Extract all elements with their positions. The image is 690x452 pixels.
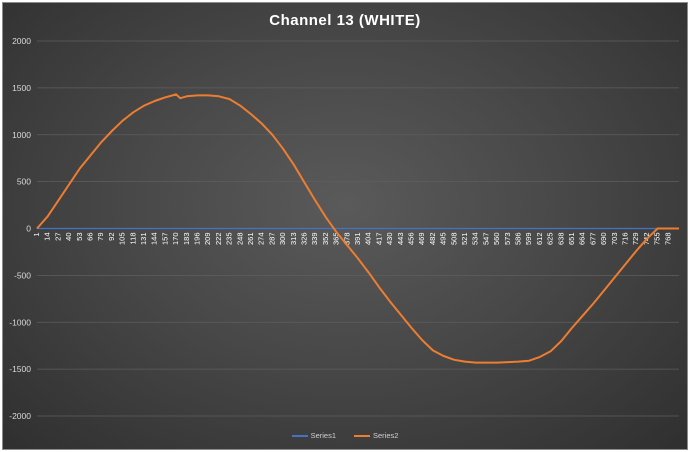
x-tick-label: 131	[139, 233, 148, 246]
y-tick-label: -1500	[9, 364, 31, 374]
x-tick-label: 378	[342, 233, 351, 246]
x-tick-label: 235	[225, 233, 234, 246]
x-tick-label: 40	[64, 233, 73, 241]
x-tick-label: 53	[75, 233, 84, 241]
x-tick-label: 196	[192, 233, 201, 246]
x-tick-label: 651	[567, 233, 576, 246]
x-tick-label: 703	[610, 233, 619, 246]
x-tick-label: 664	[578, 233, 587, 246]
x-tick-label: 768	[663, 233, 672, 246]
y-tick-label: 1500	[12, 83, 31, 93]
x-tick-label: 14	[43, 233, 52, 241]
x-tick-label: 482	[428, 233, 437, 246]
x-tick-label: 66	[85, 233, 94, 241]
x-tick-label: 612	[535, 233, 544, 246]
x-tick-label: 729	[631, 233, 640, 246]
x-tick-label: 274	[257, 233, 266, 246]
x-tick-label: 352	[321, 233, 330, 246]
legend-label-series2: Series2	[373, 431, 399, 440]
x-tick-label: 573	[503, 233, 512, 246]
y-tick-label: -500	[14, 270, 31, 280]
x-tick-label: 1	[32, 233, 41, 237]
x-tick-label: 391	[353, 233, 362, 246]
x-tick-label: 599	[524, 233, 533, 246]
legend-label-series1: Series1	[310, 431, 336, 440]
x-tick-label: 469	[417, 233, 426, 246]
legend-swatch-series1	[291, 434, 308, 437]
y-tick-label: -1000	[9, 317, 31, 327]
x-tick-label: 521	[460, 233, 469, 246]
x-tick-label: 755	[653, 233, 662, 246]
x-tick-label: 443	[396, 233, 405, 246]
x-tick-label: 508	[449, 233, 458, 246]
x-tick-label: 300	[278, 233, 287, 246]
series-line-series2	[36, 93, 679, 364]
x-tick-label: 625	[546, 233, 555, 246]
x-tick-label: 638	[556, 233, 565, 246]
y-tick-label: 500	[17, 177, 31, 187]
x-tick-label: 326	[299, 233, 308, 246]
y-tick-label: 0	[26, 224, 31, 234]
x-tick-label: 430	[385, 233, 394, 246]
legend-entry-series2: Series2	[354, 431, 398, 440]
x-tick-label: 79	[96, 233, 105, 241]
chart-legend: Series1 Series2	[3, 431, 687, 440]
x-tick-label: 690	[599, 233, 608, 246]
x-tick-label: 404	[364, 233, 373, 246]
x-tick-label: 313	[289, 233, 298, 246]
x-tick-label: 677	[588, 233, 597, 246]
x-tick-label: 170	[171, 233, 180, 246]
legend-entry-series1: Series1	[291, 431, 336, 440]
x-tick-label: 365	[332, 233, 341, 246]
x-tick-label: 716	[620, 233, 629, 246]
legend-swatch-series2	[354, 434, 370, 437]
x-tick-label: 287	[267, 233, 276, 246]
x-tick-label: 456	[406, 233, 415, 246]
x-tick-label: 586	[513, 233, 522, 246]
x-tick-label: 222	[214, 233, 223, 246]
x-tick-label: 495	[439, 233, 448, 246]
x-tick-label: 157	[160, 233, 169, 246]
x-tick-label: 209	[203, 233, 212, 246]
x-tick-label: 92	[107, 233, 116, 241]
chart-title: Channel 13 (WHITE)	[269, 12, 421, 29]
x-tick-label: 248	[235, 233, 244, 246]
x-tick-label: 144	[150, 233, 159, 246]
x-tick-label: 534	[471, 233, 480, 246]
x-tick-label: 547	[481, 233, 490, 246]
x-tick-label: 417	[374, 233, 383, 246]
x-tick-label: 261	[246, 233, 255, 246]
x-tick-label: 339	[310, 233, 319, 246]
x-tick-label: 105	[118, 233, 127, 246]
x-tick-label: 560	[492, 233, 501, 246]
y-tick-label: -2000	[9, 411, 31, 421]
y-tick-label: 1000	[12, 130, 31, 140]
x-tick-label: 27	[53, 233, 62, 241]
x-tick-label: 118	[128, 233, 137, 245]
y-tick-label: 2000	[12, 36, 31, 46]
x-tick-label: 183	[182, 233, 191, 246]
